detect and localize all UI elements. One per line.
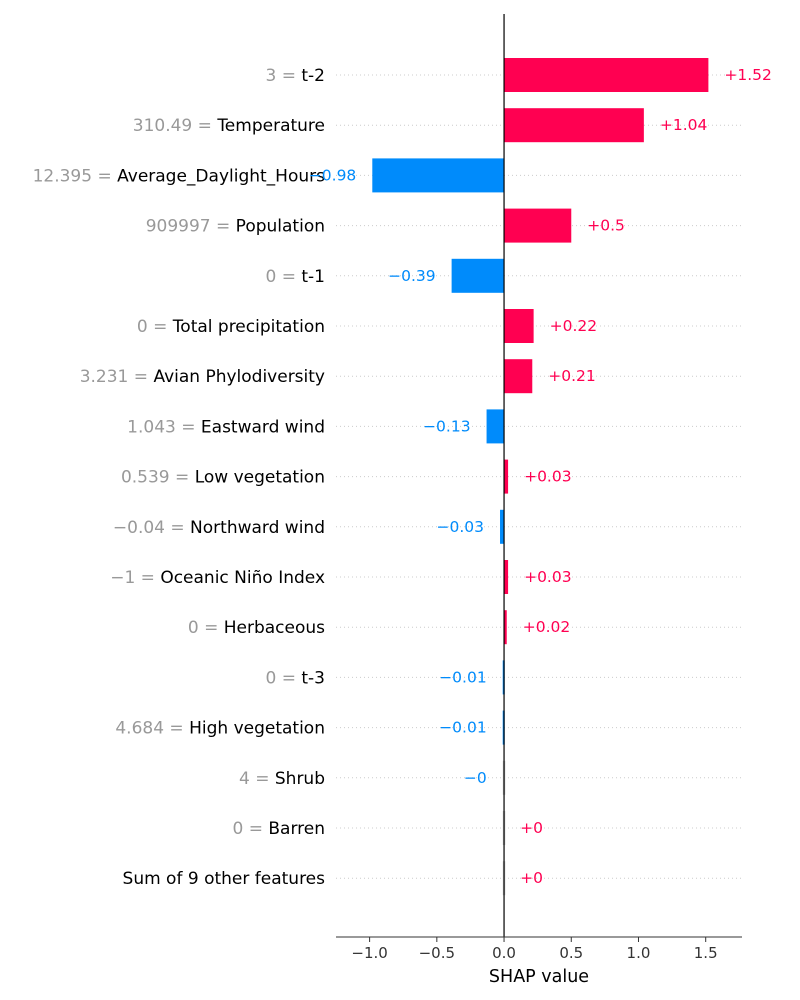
feature-value: 4 = [239, 769, 275, 789]
bar-value-labels: +1.52 +1.04 −0.98 +0.5 −0.39 +0.22 +0.21 −0.13 +… [309, 66, 772, 887]
feature-value: 1.043 = [127, 417, 201, 437]
x-axis-title: SHAP value [489, 967, 589, 987]
feature-name: Temperature [216, 116, 325, 136]
bar-value-label: +1.52 [724, 66, 772, 84]
x-tick-label: 1.5 [694, 944, 718, 962]
feature-value: 0 = [233, 819, 269, 839]
feature-value: 0 = [266, 668, 302, 688]
feature-label: 0 = Total precipitation [137, 317, 325, 337]
feature-name: High vegetation [189, 719, 325, 739]
bar-value-label: −0.13 [423, 417, 471, 435]
feature-label: 1.043 = Eastward wind [127, 417, 325, 437]
feature-value: 0 = [137, 317, 173, 337]
feature-name: Population [236, 217, 325, 237]
feature-name: t-2 [301, 66, 325, 86]
bar-value-label: +0 [520, 819, 543, 837]
bar [504, 309, 534, 343]
x-axis: −1.0 −0.5 0.0 0.5 1.0 1.5 [336, 936, 742, 962]
bar-value-label: +0.03 [524, 468, 572, 486]
bar [500, 509, 505, 544]
bar-value-label: −0.01 [439, 719, 487, 737]
feature-value: 3 = [266, 66, 302, 86]
bar [486, 409, 505, 444]
feature-label: 0 = t-3 [266, 668, 326, 688]
feature-labels: 3 = t-2 310.49 = Temperature 12.395 = Aver… [33, 66, 326, 889]
x-tick-label: 0.5 [559, 944, 583, 962]
feature-label: 0 = Herbaceous [188, 618, 325, 638]
feature-name: Average_Daylight_Hours [117, 166, 325, 186]
feature-name: Avian Phylodiversity [153, 367, 325, 387]
bar-value-label: −0 [464, 769, 487, 787]
feature-label: 0.539 = Low vegetation [121, 468, 325, 488]
bar [504, 108, 644, 143]
feature-name: Shrub [275, 769, 325, 789]
feature-value: 909997 = [146, 217, 236, 237]
feature-value: 0 = [266, 267, 302, 287]
feature-label: 3.231 = Avian Phylodiversity [80, 367, 325, 387]
feature-label: −1 = Oceanic Niño Index [110, 568, 325, 588]
bar [504, 459, 509, 494]
feature-name: t-1 [301, 267, 325, 287]
bar [372, 158, 505, 193]
bar-value-label: −0.39 [388, 267, 436, 285]
feature-value: 0.539 = [121, 468, 195, 488]
x-tick-label: −1.0 [351, 944, 387, 962]
bar-value-label: +0 [520, 869, 543, 887]
feature-name: Total precipitation [172, 317, 325, 337]
x-tick-label: −0.5 [419, 944, 455, 962]
feature-name: Low vegetation [195, 468, 325, 488]
feature-label: 3 = t-2 [266, 66, 326, 86]
bar [504, 610, 507, 645]
bar-value-label: +0.03 [524, 568, 572, 586]
feature-label: 0 = t-1 [266, 267, 326, 287]
bar [451, 258, 505, 293]
bar-value-label: +0.5 [587, 217, 625, 235]
feature-label: 909997 = Population [146, 217, 325, 237]
bar-value-label: −0.01 [439, 668, 487, 686]
feature-name: Eastward wind [201, 417, 325, 437]
feature-label: 4.684 = High vegetation [115, 719, 325, 739]
feature-label: −0.04 = Northward wind [113, 518, 325, 538]
x-tick-label: 0.0 [492, 944, 516, 962]
feature-label: 12.395 = Average_Daylight_Hours [33, 166, 326, 186]
feature-value: 3.231 = [80, 367, 154, 387]
bar [504, 359, 533, 394]
bar-value-label: +0.02 [523, 618, 571, 636]
feature-name: Northward wind [190, 518, 325, 538]
feature-value: 12.395 = [33, 166, 118, 186]
bars [372, 58, 709, 896]
feature-value: −1 = [110, 568, 160, 588]
bar [504, 560, 509, 594]
feature-value: 0 = [188, 618, 224, 638]
bar [504, 208, 572, 243]
bar [504, 58, 709, 92]
x-tick-label: 1.0 [627, 944, 651, 962]
feature-label: Sum of 9 other features [123, 869, 326, 889]
feature-name: Sum of 9 other features [123, 869, 326, 889]
feature-label: 4 = Shrub [239, 769, 325, 789]
bar-value-label: +0.22 [550, 317, 598, 335]
feature-name: Herbaceous [224, 618, 325, 638]
feature-label: 0 = Barren [233, 819, 326, 839]
feature-value: 310.49 = [133, 116, 218, 136]
feature-name: t-3 [301, 668, 325, 688]
feature-name: Oceanic Niño Index [160, 568, 325, 588]
bar-value-label: +0.21 [548, 367, 596, 385]
feature-value: 4.684 = [115, 719, 189, 739]
feature-name: Barren [268, 819, 325, 839]
feature-value: −0.04 = [113, 518, 190, 538]
bar-value-label: −0.03 [437, 518, 485, 536]
bar-value-label: +1.04 [660, 116, 708, 134]
feature-label: 310.49 = Temperature [133, 116, 325, 136]
bar-value-label: −0.98 [309, 166, 357, 184]
